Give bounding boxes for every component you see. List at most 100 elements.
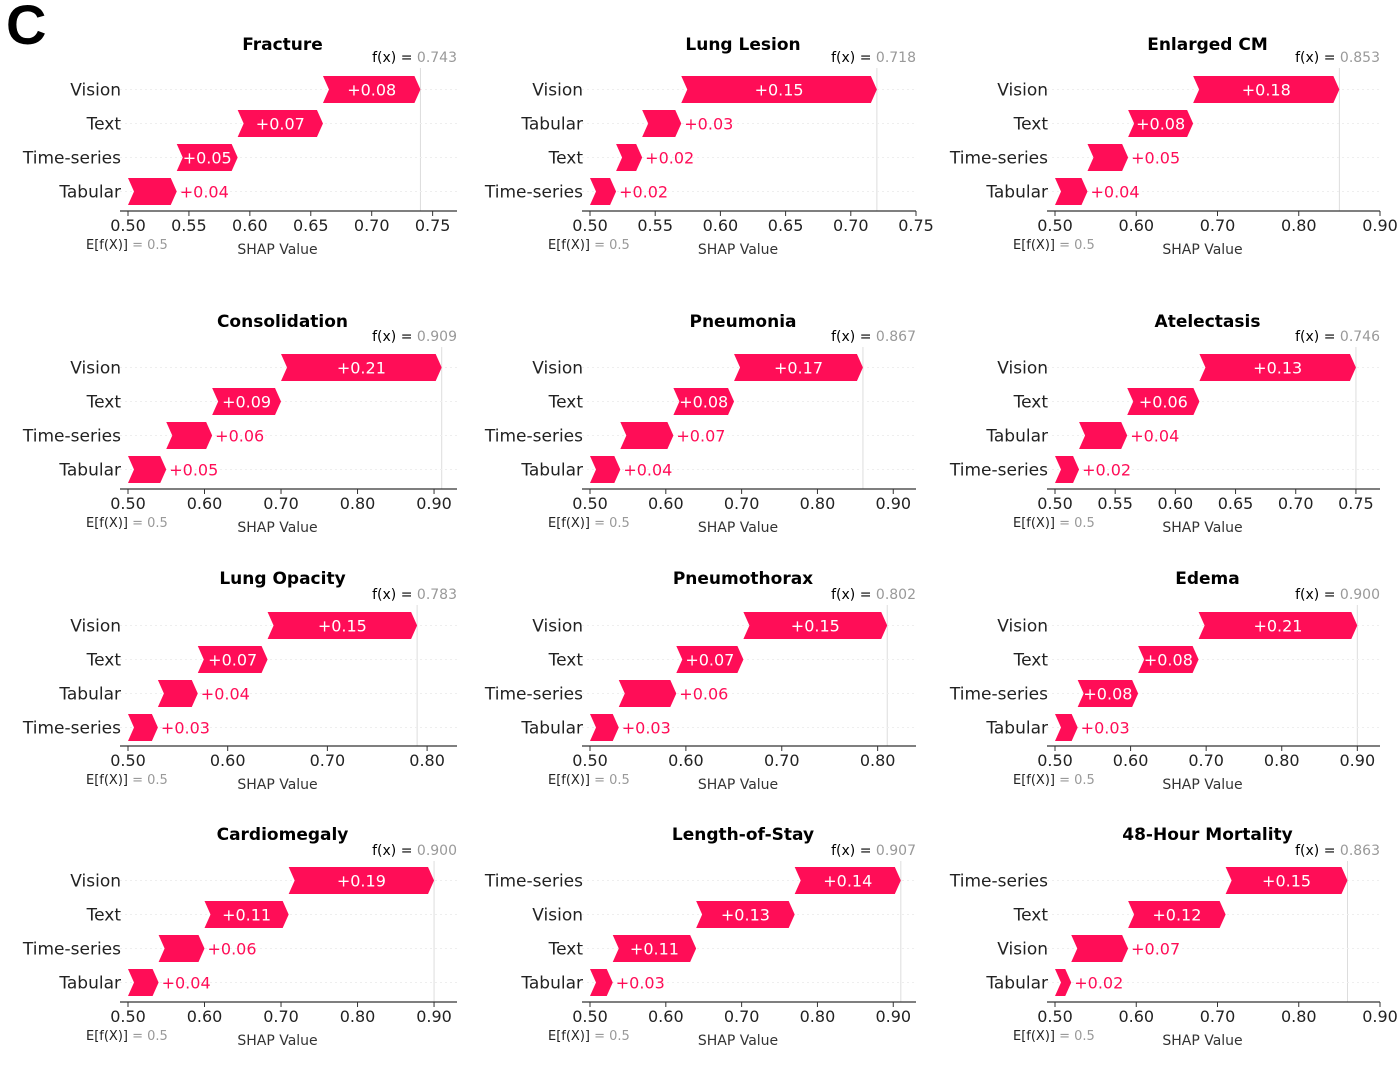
base-prefix: E[f(X)]: [548, 1029, 590, 1044]
shap-bar: [673, 388, 735, 415]
bar-value-label: +0.11: [222, 906, 271, 925]
fx-prefix: f(x) =: [1295, 587, 1340, 603]
base-value-label: E[f(X)] = 0.5: [548, 773, 630, 788]
bar-value-label: +0.08: [679, 393, 728, 412]
chart-title: Length-of-Stay: [672, 825, 814, 845]
feature-label: Vision: [532, 81, 583, 101]
shap-chart: Consolidation f(x) = 0.909 Vision +0.21 Text…: [22, 312, 457, 536]
panel-letter: C: [6, 0, 47, 56]
bar-value-label: +0.05: [169, 461, 218, 480]
feature-label: Text: [86, 906, 122, 926]
base-value-label: E[f(X)] = 0.5: [1013, 1029, 1095, 1044]
bar-value-label: +0.07: [256, 115, 305, 134]
bar-value-label: +0.06: [1139, 393, 1188, 412]
x-tick-label: 0.60: [1118, 1007, 1154, 1026]
feature-label: Tabular: [985, 719, 1048, 739]
bar-value-label: +0.05: [1131, 149, 1180, 168]
fx-prefix: f(x) =: [831, 587, 876, 603]
x-axis-title: SHAP Value: [698, 242, 778, 258]
shap-bar: [322, 76, 421, 103]
bar-value-label: +0.03: [161, 719, 210, 738]
bar-value-label: +0.13: [1253, 359, 1302, 378]
feature-label: Tabular: [58, 685, 121, 705]
fx-label: f(x) = 0.909: [372, 329, 457, 345]
base-prefix: E[f(X)]: [548, 238, 590, 253]
x-tick-label: 0.60: [1118, 216, 1154, 235]
x-tick-label: 0.50: [110, 216, 146, 235]
shap-bar: [237, 110, 323, 137]
bar-value-label: +0.21: [337, 359, 386, 378]
chart-title: Lung Opacity: [219, 569, 345, 589]
feature-label: Text: [1013, 906, 1049, 926]
x-tick-label: 0.80: [1281, 1007, 1317, 1026]
x-tick-label: 0.50: [1037, 494, 1073, 513]
fx-value: 0.853: [1340, 50, 1380, 66]
shap-bar: [1128, 901, 1226, 928]
feature-label: Time-series: [484, 427, 583, 447]
base-prefix: E[f(X)]: [548, 516, 590, 531]
shap-bar: [676, 646, 744, 673]
shap-bar: [1079, 422, 1128, 449]
base-prefix: E[f(X)]: [86, 1029, 128, 1044]
x-tick-label: 0.75: [1338, 494, 1374, 513]
x-tick-label: 0.55: [637, 216, 673, 235]
shap-bar: [128, 969, 159, 996]
bar-value-label: +0.03: [622, 719, 671, 738]
chart-title: Edema: [1175, 569, 1240, 589]
chart-title: 48-Hour Mortality: [1122, 825, 1292, 845]
x-tick-label: 0.50: [110, 494, 146, 513]
fx-value: 0.718: [876, 50, 916, 66]
fx-value: 0.743: [417, 50, 457, 66]
feature-label: Tabular: [520, 461, 583, 481]
shap-bar: [1193, 76, 1340, 103]
x-tick-label: 0.90: [875, 494, 911, 513]
shap-bar: [1071, 935, 1129, 962]
feature-label: Tabular: [985, 183, 1048, 203]
feature-label: Time-series: [484, 872, 583, 892]
x-tick-label: 0.90: [1362, 1007, 1398, 1026]
base-value-label: E[f(X)] = 0.5: [86, 773, 168, 788]
fx-prefix: f(x) =: [372, 50, 417, 66]
feature-label: Time-series: [22, 149, 121, 169]
shap-bar: [734, 354, 863, 381]
x-tick-label: 0.90: [416, 1007, 452, 1026]
fx-label: f(x) = 0.718: [831, 50, 916, 66]
bar-value-label: +0.08: [1136, 115, 1185, 134]
fx-label: f(x) = 0.802: [831, 587, 916, 603]
fx-prefix: f(x) =: [1295, 50, 1340, 66]
shap-bar: [166, 422, 213, 449]
feature-label: Tabular: [520, 115, 583, 135]
x-tick-label: 0.60: [210, 751, 246, 770]
x-tick-label: 0.80: [409, 751, 445, 770]
shap-bar: [590, 714, 619, 741]
chart-title: Lung Lesion: [685, 35, 800, 55]
feature-label: Vision: [70, 872, 121, 892]
shap-bar: [1055, 456, 1080, 483]
x-tick-label: 0.50: [572, 1007, 608, 1026]
shap-bar: [681, 76, 877, 103]
shap-bar: [212, 388, 282, 415]
bar-value-label: +0.15: [791, 617, 840, 636]
x-tick-label: 0.75: [415, 216, 451, 235]
shap-chart: Fracture f(x) = 0.743 Vision +0.08 Text +0.07…: [22, 35, 457, 258]
x-axis-title: SHAP Value: [237, 1033, 317, 1049]
x-tick-label: 0.65: [293, 216, 329, 235]
shap-chart: Lung Lesion f(x) = 0.718 Vision +0.15 Tabula…: [484, 35, 934, 258]
x-tick-label: 0.50: [110, 751, 146, 770]
x-tick-label: 0.70: [724, 1007, 760, 1026]
bar-value-label: +0.07: [208, 651, 257, 670]
x-tick-label: 0.80: [340, 494, 376, 513]
base-value-label: E[f(X)] = 0.5: [86, 1029, 168, 1044]
fx-label: f(x) = 0.853: [1295, 50, 1380, 66]
shap-bar: [288, 867, 435, 894]
fx-value: 0.863: [1340, 843, 1380, 859]
fx-value: 0.900: [1340, 587, 1380, 603]
x-tick-label: 0.60: [187, 494, 223, 513]
bar-value-label: +0.17: [774, 359, 823, 378]
bar-value-label: +0.21: [1253, 617, 1302, 636]
bar-value-label: +0.06: [215, 427, 264, 446]
base-prefix: E[f(X)]: [1013, 516, 1055, 531]
shap-bar: [590, 456, 621, 483]
feature-label: Time-series: [949, 872, 1048, 892]
